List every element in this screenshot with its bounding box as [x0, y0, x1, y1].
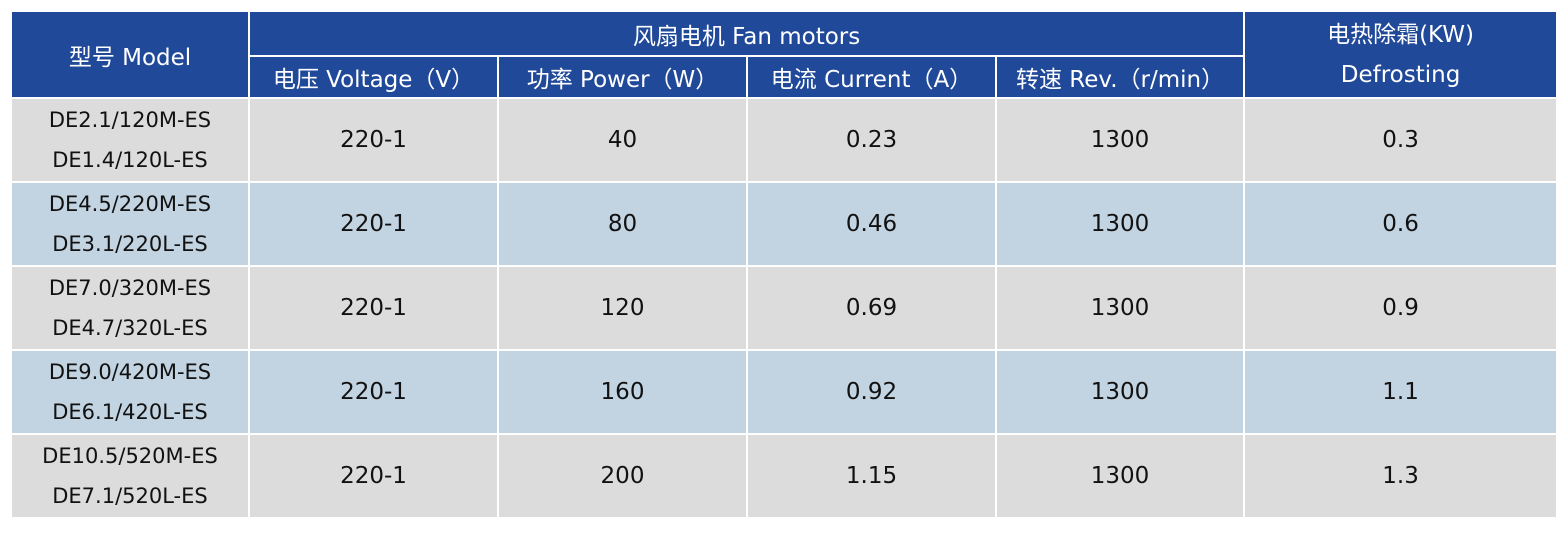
- column-header: 电压 Voltage（V）: [248, 55, 499, 99]
- table-cell: 120: [497, 265, 748, 351]
- table-cell: 0.46: [746, 181, 997, 267]
- table-cell: 220-1: [248, 433, 499, 519]
- table-cell: 1.15: [746, 433, 997, 519]
- table-cell: 1300: [994, 265, 1246, 351]
- model-line: DE7.0/320M-ES: [48, 276, 212, 300]
- model-cell: DE4.5/220M-ES DE3.1/220L-ES: [10, 181, 250, 267]
- table-row: DE10.5/520M-ES DE7.1/520L-ES 220-1 200 1.15 1…: [10, 433, 1559, 519]
- table-cell: 0.23: [746, 97, 997, 183]
- table-cell: 220-1: [248, 97, 499, 183]
- spec-table: 型号 Model 风扇电机 Fan motors 电热除霜(KW) Defros…: [10, 10, 1559, 519]
- model-line: DE4.5/220M-ES: [48, 192, 212, 216]
- table-cell: 220-1: [248, 349, 499, 435]
- table-header: 型号 Model 风扇电机 Fan motors 电热除霜(KW) Defros…: [10, 10, 1559, 99]
- table-row: DE9.0/420M-ES DE6.1/420L-ES 220-1 160 0.92 13…: [10, 349, 1559, 435]
- table-cell: 200: [497, 433, 748, 519]
- model-cell: DE10.5/520M-ES DE7.1/520L-ES: [10, 433, 250, 519]
- table-cell: 0.9: [1243, 265, 1559, 351]
- model-line: DE9.0/420M-ES: [48, 360, 212, 384]
- defrost-header: 电热除霜(KW) Defrosting: [1243, 10, 1559, 99]
- table-cell: 1.1: [1243, 349, 1559, 435]
- column-header: 功率 Power（W）: [497, 55, 748, 99]
- model-line: DE3.1/220L-ES: [52, 232, 208, 256]
- table-cell: 160: [497, 349, 748, 435]
- header-line: 电热除霜(KW): [1327, 21, 1475, 48]
- table-cell: 1300: [994, 349, 1246, 435]
- table-cell: 220-1: [248, 181, 499, 267]
- model-line: DE4.7/320L-ES: [52, 316, 208, 340]
- table-cell: 1.3: [1243, 433, 1559, 519]
- table-cell: 1300: [994, 181, 1246, 267]
- model-cell: DE2.1/120M-ES DE1.4/120L-ES: [10, 97, 250, 183]
- table-cell: 0.3: [1243, 97, 1559, 183]
- model-line: DE10.5/520M-ES: [42, 444, 218, 468]
- column-header: 转速 Rev.（r/min）: [994, 55, 1246, 99]
- table-body: DE2.1/120M-ES DE1.4/120L-ES 220-1 40 0.23 130…: [10, 97, 1559, 519]
- table-cell: 40: [497, 97, 748, 183]
- table-cell: 0.92: [746, 349, 997, 435]
- model-line: DE7.1/520L-ES: [52, 484, 208, 508]
- group-header: 风扇电机 Fan motors: [247, 10, 1246, 57]
- table-row: DE4.5/220M-ES DE3.1/220L-ES 220-1 80 0.46 130…: [10, 181, 1559, 267]
- model-cell: DE9.0/420M-ES DE6.1/420L-ES: [10, 349, 250, 435]
- table-cell: 220-1: [248, 265, 499, 351]
- header-line: Defrosting: [1340, 61, 1461, 88]
- table-row: DE7.0/320M-ES DE4.7/320L-ES 220-1 120 0.69 13…: [10, 265, 1559, 351]
- model-header: 型号 Model: [10, 10, 250, 99]
- model-line: DE6.1/420L-ES: [52, 400, 208, 424]
- table-cell: 0.6: [1243, 181, 1559, 267]
- model-cell: DE7.0/320M-ES DE4.7/320L-ES: [10, 265, 250, 351]
- column-header: 电流 Current（A）: [746, 55, 997, 99]
- table-cell: 1300: [994, 97, 1246, 183]
- table-cell: 80: [497, 181, 748, 267]
- table-cell: 0.69: [746, 265, 997, 351]
- model-line: DE1.4/120L-ES: [52, 148, 208, 172]
- table-cell: 1300: [994, 433, 1246, 519]
- model-line: DE2.1/120M-ES: [48, 108, 212, 132]
- table-row: DE2.1/120M-ES DE1.4/120L-ES 220-1 40 0.23 130…: [10, 97, 1559, 183]
